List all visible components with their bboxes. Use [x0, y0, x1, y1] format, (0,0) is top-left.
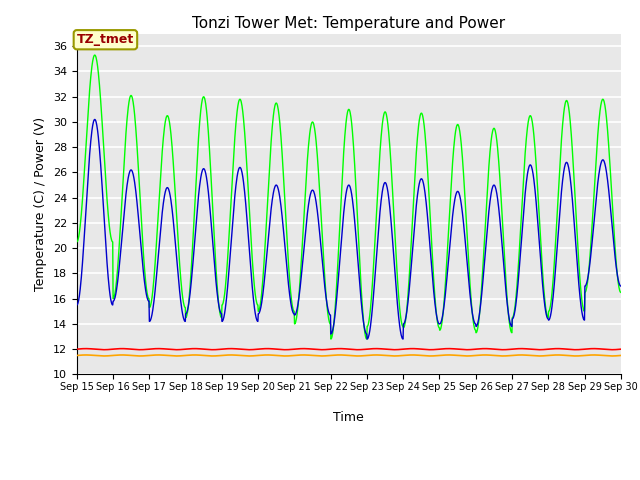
- X-axis label: Time: Time: [333, 411, 364, 424]
- Title: Tonzi Tower Met: Temperature and Power: Tonzi Tower Met: Temperature and Power: [192, 16, 506, 31]
- Y-axis label: Temperature (C) / Power (V): Temperature (C) / Power (V): [35, 117, 47, 291]
- Legend: Panel T, Battery V, Air T, Solar V: Panel T, Battery V, Air T, Solar V: [168, 476, 530, 480]
- Text: TZ_tmet: TZ_tmet: [77, 33, 134, 46]
